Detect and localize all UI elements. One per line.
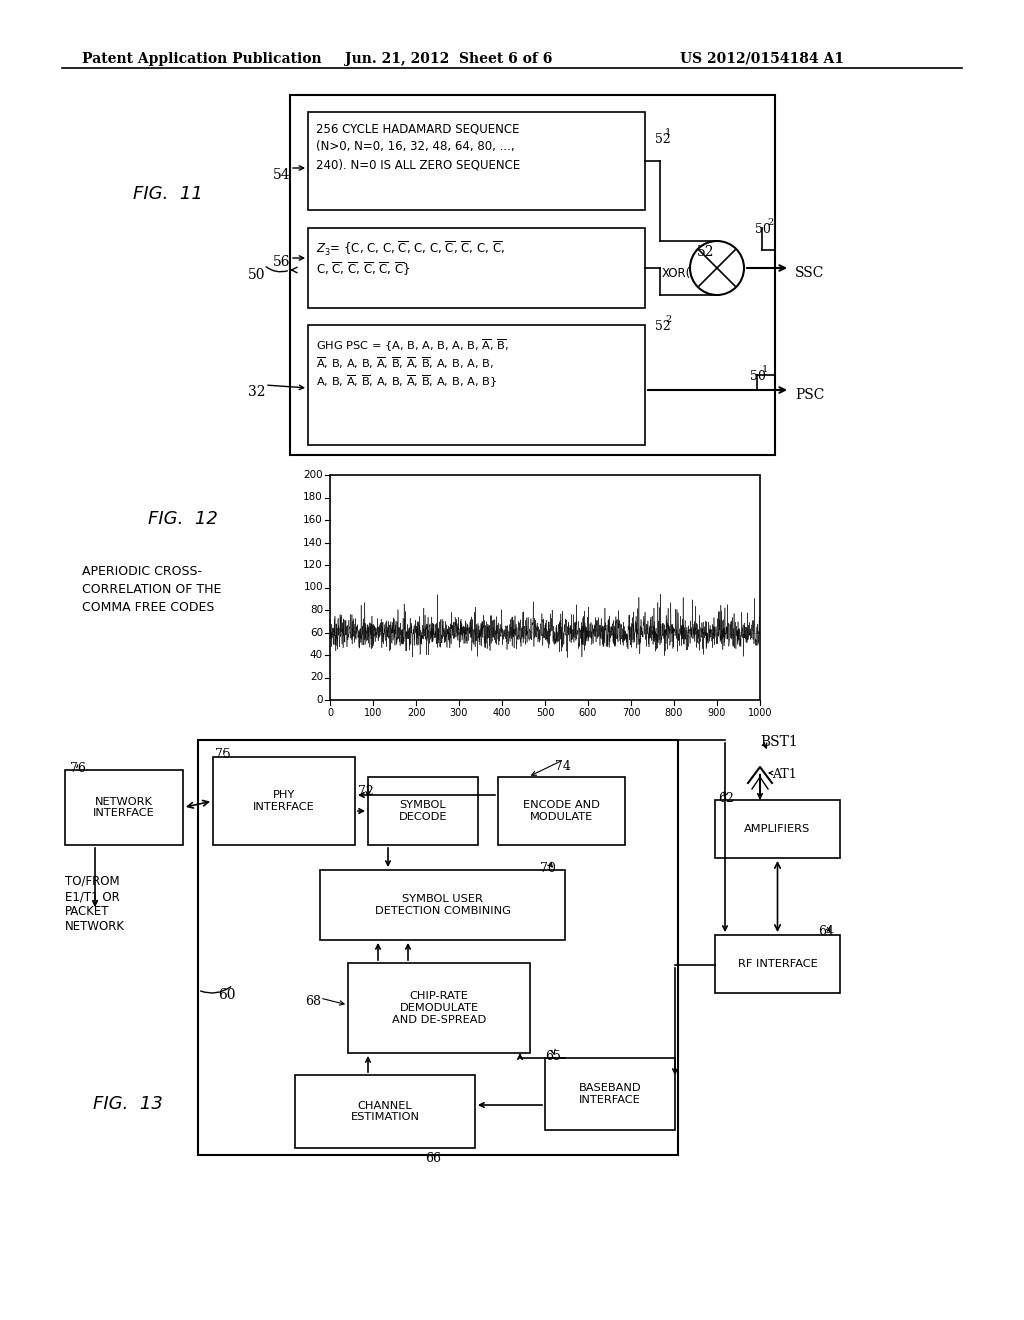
Text: 1000: 1000 — [748, 708, 772, 718]
Text: 100: 100 — [303, 582, 323, 593]
Bar — [308, 325, 645, 445]
Text: 56: 56 — [273, 255, 291, 269]
Text: NETWORK
INTERFACE: NETWORK INTERFACE — [93, 797, 155, 818]
Text: 64: 64 — [818, 925, 834, 939]
Text: 400: 400 — [493, 708, 511, 718]
Text: $Z_3$= {C, C, C, $\overline{\rm C}$, C, C, $\overline{\rm C}$, $\overline{\rm C}: $Z_3$= {C, C, C, $\overline{\rm C}$, C, … — [316, 240, 505, 257]
Text: US 2012/0154184 A1: US 2012/0154184 A1 — [680, 51, 844, 66]
Text: 160: 160 — [303, 515, 323, 525]
Text: AMPLIFIERS: AMPLIFIERS — [744, 824, 811, 834]
Text: 50: 50 — [750, 370, 766, 383]
Bar — [295, 1074, 475, 1148]
Text: 52: 52 — [655, 133, 671, 147]
Text: 50: 50 — [755, 223, 771, 236]
Text: 20: 20 — [310, 672, 323, 682]
Bar — [545, 1059, 675, 1130]
Text: A, B, $\overline{\rm A}$, $\overline{\rm B}$, A, B, $\overline{\rm A}$, $\overli: A, B, $\overline{\rm A}$, $\overline{\rm… — [316, 374, 497, 389]
Text: SYMBOL
DECODE: SYMBOL DECODE — [398, 800, 447, 822]
Text: 70: 70 — [540, 862, 556, 875]
Text: 54: 54 — [273, 168, 291, 182]
Text: 75: 75 — [215, 748, 230, 762]
Text: PHY
INTERFACE: PHY INTERFACE — [253, 791, 314, 812]
Bar — [498, 777, 625, 845]
Text: RF INTERFACE: RF INTERFACE — [737, 960, 817, 969]
Text: (N>0, N=0, 16, 32, 48, 64, 80, ...,: (N>0, N=0, 16, 32, 48, 64, 80, ..., — [316, 140, 515, 153]
Bar — [213, 756, 355, 845]
Text: AT1: AT1 — [772, 768, 797, 781]
Text: 0: 0 — [327, 708, 333, 718]
Text: 66: 66 — [425, 1152, 441, 1166]
Text: $\overline{\rm A}$, B, A, B, $\overline{\rm A}$, $\overline{\rm B}$, $\overline{: $\overline{\rm A}$, B, A, B, $\overline{… — [316, 355, 494, 371]
Text: 40: 40 — [310, 649, 323, 660]
Text: PSC: PSC — [795, 388, 824, 403]
Text: ENCODE AND
MODULATE: ENCODE AND MODULATE — [523, 800, 600, 822]
Text: BST1: BST1 — [760, 735, 798, 748]
Text: XOR(: XOR( — [662, 267, 691, 280]
Text: 200: 200 — [303, 470, 323, 480]
Text: 1: 1 — [762, 366, 768, 374]
Text: 500: 500 — [536, 708, 554, 718]
Bar — [319, 870, 565, 940]
Text: FIG.  12: FIG. 12 — [148, 510, 218, 528]
Text: 900: 900 — [708, 708, 726, 718]
Text: 1: 1 — [665, 128, 672, 137]
Text: COMMA FREE CODES: COMMA FREE CODES — [82, 601, 214, 614]
Bar — [65, 770, 183, 845]
Bar — [290, 95, 775, 455]
Circle shape — [690, 242, 744, 294]
Text: SYMBOL USER
DETECTION COMBINING: SYMBOL USER DETECTION COMBINING — [375, 894, 510, 916]
Text: 180: 180 — [303, 492, 323, 503]
Text: 68: 68 — [305, 995, 321, 1008]
Text: 72: 72 — [358, 785, 374, 799]
Text: 50: 50 — [248, 268, 265, 282]
Text: 300: 300 — [450, 708, 468, 718]
Text: 120: 120 — [303, 560, 323, 570]
Text: Patent Application Publication: Patent Application Publication — [82, 51, 322, 66]
Text: Jun. 21, 2012  Sheet 6 of 6: Jun. 21, 2012 Sheet 6 of 6 — [345, 51, 552, 66]
Text: TO/FROM
E1/T1 OR
PACKET
NETWORK: TO/FROM E1/T1 OR PACKET NETWORK — [65, 875, 125, 933]
Text: BASEBAND
INTERFACE: BASEBAND INTERFACE — [579, 1084, 641, 1105]
Text: 32: 32 — [248, 385, 265, 399]
Text: CORRELATION OF THE: CORRELATION OF THE — [82, 583, 221, 597]
Text: 700: 700 — [622, 708, 640, 718]
Text: CHANNEL
ESTIMATION: CHANNEL ESTIMATION — [350, 1101, 420, 1122]
Text: 100: 100 — [364, 708, 382, 718]
Text: 65: 65 — [545, 1049, 561, 1063]
Text: GHG PSC = {A, B, A, B, A, B, $\overline{\rm A}$, $\overline{\rm B}$,: GHG PSC = {A, B, A, B, A, B, $\overline{… — [316, 337, 509, 354]
Text: 140: 140 — [303, 537, 323, 548]
Text: 200: 200 — [407, 708, 425, 718]
Text: SSC: SSC — [795, 267, 824, 280]
Text: 600: 600 — [579, 708, 597, 718]
Text: 2: 2 — [665, 315, 672, 323]
Text: 74: 74 — [555, 760, 570, 774]
Text: 76: 76 — [70, 762, 86, 775]
Text: FIG.  13: FIG. 13 — [93, 1096, 163, 1113]
Text: 240). N=0 IS ALL ZERO SEQUENCE: 240). N=0 IS ALL ZERO SEQUENCE — [316, 158, 520, 172]
Text: 62: 62 — [718, 792, 734, 805]
Bar — [330, 475, 760, 700]
Bar — [715, 800, 840, 858]
Bar — [308, 228, 645, 308]
Text: CHIP-RATE
DEMODULATE
AND DE-SPREAD: CHIP-RATE DEMODULATE AND DE-SPREAD — [392, 991, 486, 1024]
Text: 800: 800 — [665, 708, 683, 718]
Bar — [715, 935, 840, 993]
Text: 0: 0 — [316, 696, 323, 705]
Bar — [348, 964, 530, 1053]
Text: APERIODIC CROSS-: APERIODIC CROSS- — [82, 565, 202, 578]
Text: C, $\overline{\rm C}$, $\overline{\rm C}$, $\overline{\rm C}$, $\overline{\rm C}: C, $\overline{\rm C}$, $\overline{\rm C}… — [316, 260, 411, 277]
Bar — [308, 112, 645, 210]
Bar — [198, 741, 678, 1155]
Text: 80: 80 — [310, 605, 323, 615]
Text: 52: 52 — [655, 319, 671, 333]
Text: 2: 2 — [767, 218, 773, 227]
Text: 60: 60 — [310, 627, 323, 638]
Text: 256 CYCLE HADAMARD SEQUENCE: 256 CYCLE HADAMARD SEQUENCE — [316, 121, 519, 135]
Text: 60: 60 — [218, 987, 236, 1002]
Text: FIG.  11: FIG. 11 — [133, 185, 203, 203]
Bar — [368, 777, 478, 845]
Text: 52: 52 — [697, 246, 715, 259]
